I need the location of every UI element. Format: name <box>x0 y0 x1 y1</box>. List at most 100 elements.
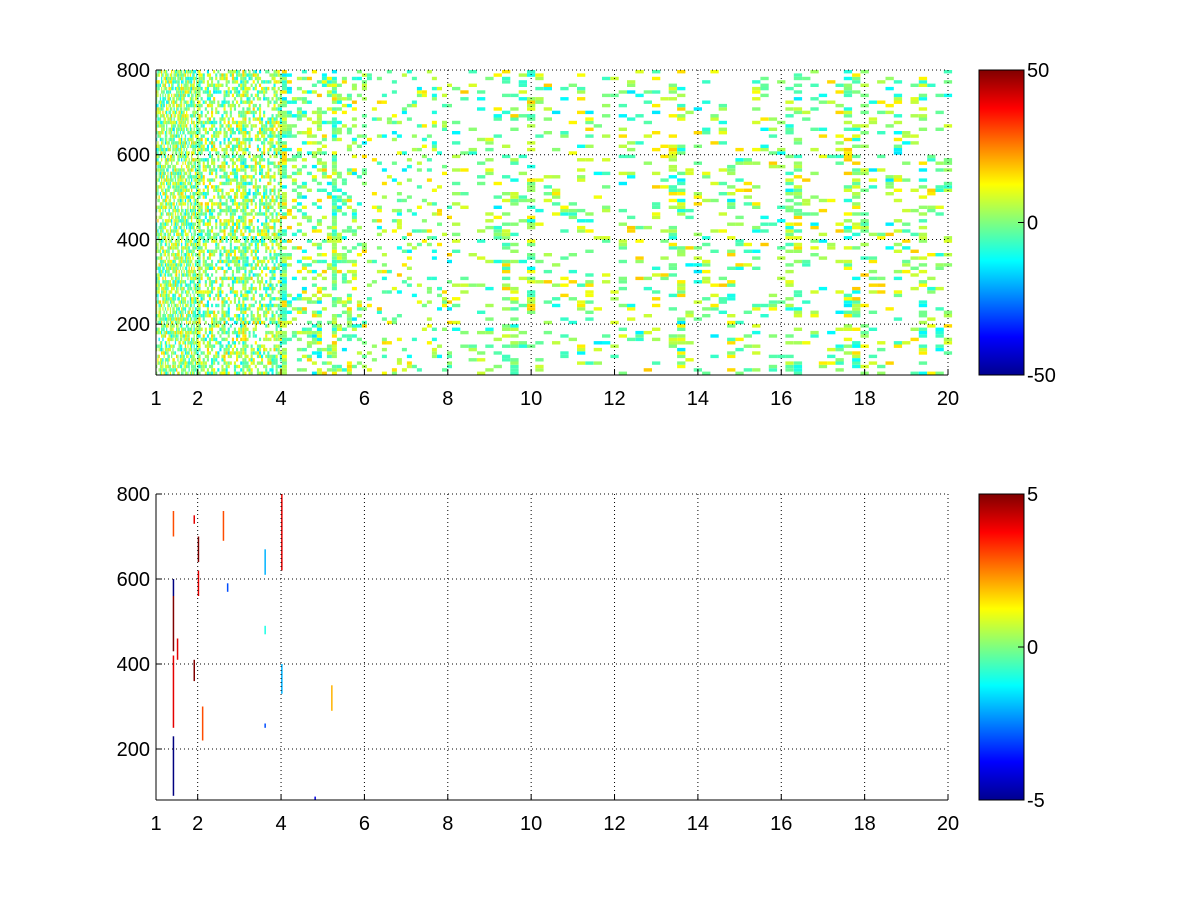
heatmap-cell <box>164 171 167 176</box>
heatmap-cell <box>174 341 177 345</box>
heatmap-cell <box>231 337 234 342</box>
heatmap-cell <box>229 124 232 128</box>
heatmap-cell <box>250 222 253 226</box>
heatmap-cell <box>179 127 182 131</box>
heatmap-cell <box>177 76 179 81</box>
heatmap-cell <box>172 314 174 318</box>
heatmap-cell <box>159 83 162 87</box>
heatmap-cell <box>187 361 189 365</box>
heatmap-cell <box>242 178 245 182</box>
heatmap-cell <box>191 358 193 362</box>
heatmap-cell <box>279 154 282 159</box>
heatmap-cell <box>271 188 274 192</box>
heatmap-cell <box>178 344 180 348</box>
heatmap-cell <box>225 73 228 77</box>
heatmap-cell <box>198 117 201 121</box>
heatmap-cell <box>192 290 194 294</box>
heatmap-cell <box>171 124 173 128</box>
heatmap-cell <box>193 83 195 87</box>
heatmap-cell <box>215 337 218 342</box>
heatmap-cell <box>173 158 175 162</box>
heatmap-cell <box>181 324 183 328</box>
heatmap-cell <box>246 297 249 301</box>
heatmap-cell <box>244 151 247 155</box>
heatmap-cell <box>173 297 175 301</box>
heatmap-cell <box>196 334 198 338</box>
heatmap-cell <box>181 192 183 196</box>
heatmap-cell <box>161 232 163 237</box>
heatmap-cell <box>183 212 185 216</box>
heatmap-cell <box>225 259 228 264</box>
heatmap-cell <box>204 120 207 125</box>
heatmap-cell <box>248 276 251 281</box>
heatmap-cell <box>281 273 287 277</box>
heatmap-cell <box>223 236 226 240</box>
heatmap-cell <box>225 364 228 369</box>
heatmap-cell <box>236 263 239 267</box>
heatmap-cell <box>174 80 177 84</box>
heatmap-cell <box>265 242 268 247</box>
heatmap-cell <box>277 212 280 216</box>
heatmap-cell <box>244 239 247 243</box>
heatmap-cell <box>215 83 218 87</box>
heatmap-cell <box>200 192 203 196</box>
heatmap-cell <box>189 361 192 365</box>
heatmap-cell <box>231 290 234 294</box>
heatmap-cell <box>244 324 247 328</box>
heatmap-cell <box>238 120 241 125</box>
heatmap-cell <box>181 93 183 98</box>
heatmap-cell <box>173 253 175 257</box>
heatmap-cell <box>240 93 243 98</box>
heatmap-cell <box>346 317 352 321</box>
heatmap-cell <box>275 134 278 138</box>
heatmap-cell <box>164 344 167 348</box>
heatmap-cell <box>197 263 199 267</box>
heatmap-cell <box>187 317 189 321</box>
heatmap-cell <box>161 70 163 74</box>
heatmap-cell <box>164 131 167 135</box>
heatmap-cell <box>281 80 287 84</box>
heatmap-cell <box>211 141 214 145</box>
heatmap-cell <box>173 131 175 135</box>
heatmap-cell <box>311 351 317 355</box>
heatmap-cell <box>176 144 178 148</box>
heatmap-cell <box>188 107 190 111</box>
heatmap-cell <box>267 117 270 121</box>
heatmap-cell <box>174 120 177 125</box>
heatmap-cell <box>233 70 236 74</box>
heatmap-cell <box>178 276 180 281</box>
heatmap-cell <box>269 330 272 335</box>
heatmap-cell <box>194 347 197 352</box>
heatmap-cell <box>331 195 337 199</box>
heatmap-cell <box>168 330 170 335</box>
heatmap-cell <box>316 117 322 121</box>
heatmap-cell <box>173 280 175 284</box>
heatmap-cell <box>208 229 211 233</box>
heatmap-cell <box>269 73 272 77</box>
heatmap-cell <box>219 341 222 345</box>
heatmap-cell <box>376 117 382 121</box>
heatmap-cell <box>158 239 160 243</box>
heatmap-cell <box>331 185 337 189</box>
heatmap-cell <box>178 249 180 253</box>
heatmap-cell <box>156 192 158 196</box>
heatmap-cell <box>162 141 164 145</box>
heatmap-cell <box>178 185 180 189</box>
heatmap-cell <box>196 76 198 81</box>
heatmap-cell <box>183 120 185 125</box>
heatmap-cell <box>163 320 165 325</box>
heatmap-cell <box>193 354 195 359</box>
heatmap-cell <box>221 239 224 243</box>
heatmap-cell <box>197 317 199 321</box>
heatmap-cell <box>193 185 195 189</box>
heatmap-cell <box>301 100 307 104</box>
heatmap-cell <box>197 280 199 284</box>
heatmap-cell <box>179 358 182 362</box>
heatmap-cell <box>213 280 216 284</box>
heatmap-cell <box>176 181 178 186</box>
heatmap-cell <box>225 314 228 318</box>
heatmap-cell <box>233 212 236 216</box>
heatmap-cell <box>156 300 158 304</box>
heatmap-cell <box>331 100 337 104</box>
heatmap-cell <box>192 141 194 145</box>
